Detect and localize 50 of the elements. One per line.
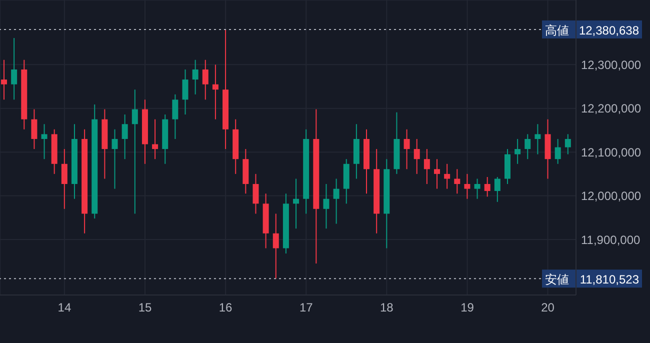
candlestick bbox=[172, 94, 178, 140]
y-tick-label: 11,900,000 bbox=[581, 232, 640, 247]
candlestick bbox=[414, 138, 420, 174]
candlestick bbox=[41, 124, 48, 160]
y-tick-label: 12,100,000 bbox=[581, 145, 642, 160]
candlestick bbox=[474, 178, 480, 200]
candlestick bbox=[112, 128, 118, 190]
x-tick-label: 18 bbox=[380, 300, 394, 315]
y-tick-label: 12,200,000 bbox=[581, 102, 642, 116]
candlestick bbox=[212, 64, 218, 120]
candlestick bbox=[272, 213, 279, 280]
x-tick-label: 15 bbox=[138, 300, 152, 315]
candlestick bbox=[323, 183, 330, 230]
candlestick bbox=[554, 138, 561, 164]
candlestick bbox=[31, 108, 38, 150]
x-tick-label: 17 bbox=[299, 300, 314, 315]
candlestick bbox=[333, 178, 340, 224]
candlestick bbox=[524, 134, 531, 160]
ref-line-label: 高値 bbox=[545, 23, 569, 38]
candlestick bbox=[202, 59, 208, 100]
y-tick-label: 12,000,000 bbox=[581, 189, 642, 204]
candlestick bbox=[152, 118, 158, 160]
candlestick bbox=[454, 168, 460, 194]
candlestick bbox=[444, 163, 450, 190]
candlestick bbox=[484, 176, 490, 198]
text: 12,380,638 bbox=[578, 23, 640, 38]
candlestick bbox=[182, 68, 188, 116]
candlestick bbox=[534, 124, 541, 155]
ref-line-label: 安値 bbox=[545, 272, 569, 287]
candlestick bbox=[11, 38, 18, 100]
x-tick-label: 19 bbox=[460, 300, 474, 315]
candlestick bbox=[132, 89, 138, 214]
candlestick bbox=[514, 138, 521, 164]
candlestick bbox=[404, 128, 410, 170]
candlestick bbox=[434, 158, 440, 190]
y-tick-label: 12,300,000 bbox=[581, 58, 642, 72]
candlestick bbox=[122, 114, 128, 160]
candlestick bbox=[293, 178, 300, 230]
candlestick bbox=[464, 173, 470, 200]
text: 11,810,523 bbox=[580, 272, 640, 287]
candlestick bbox=[252, 173, 259, 214]
candlestick bbox=[192, 59, 198, 95]
x-tick-label: 20 bbox=[541, 300, 555, 315]
candlestick bbox=[494, 176, 500, 202]
candlestick bbox=[61, 148, 68, 210]
candlestick bbox=[0, 59, 7, 100]
candlestick bbox=[564, 134, 571, 155]
candlestick bbox=[424, 148, 430, 184]
x-tick-label: 14 bbox=[58, 300, 72, 315]
x-tick-label: 16 bbox=[218, 300, 233, 315]
